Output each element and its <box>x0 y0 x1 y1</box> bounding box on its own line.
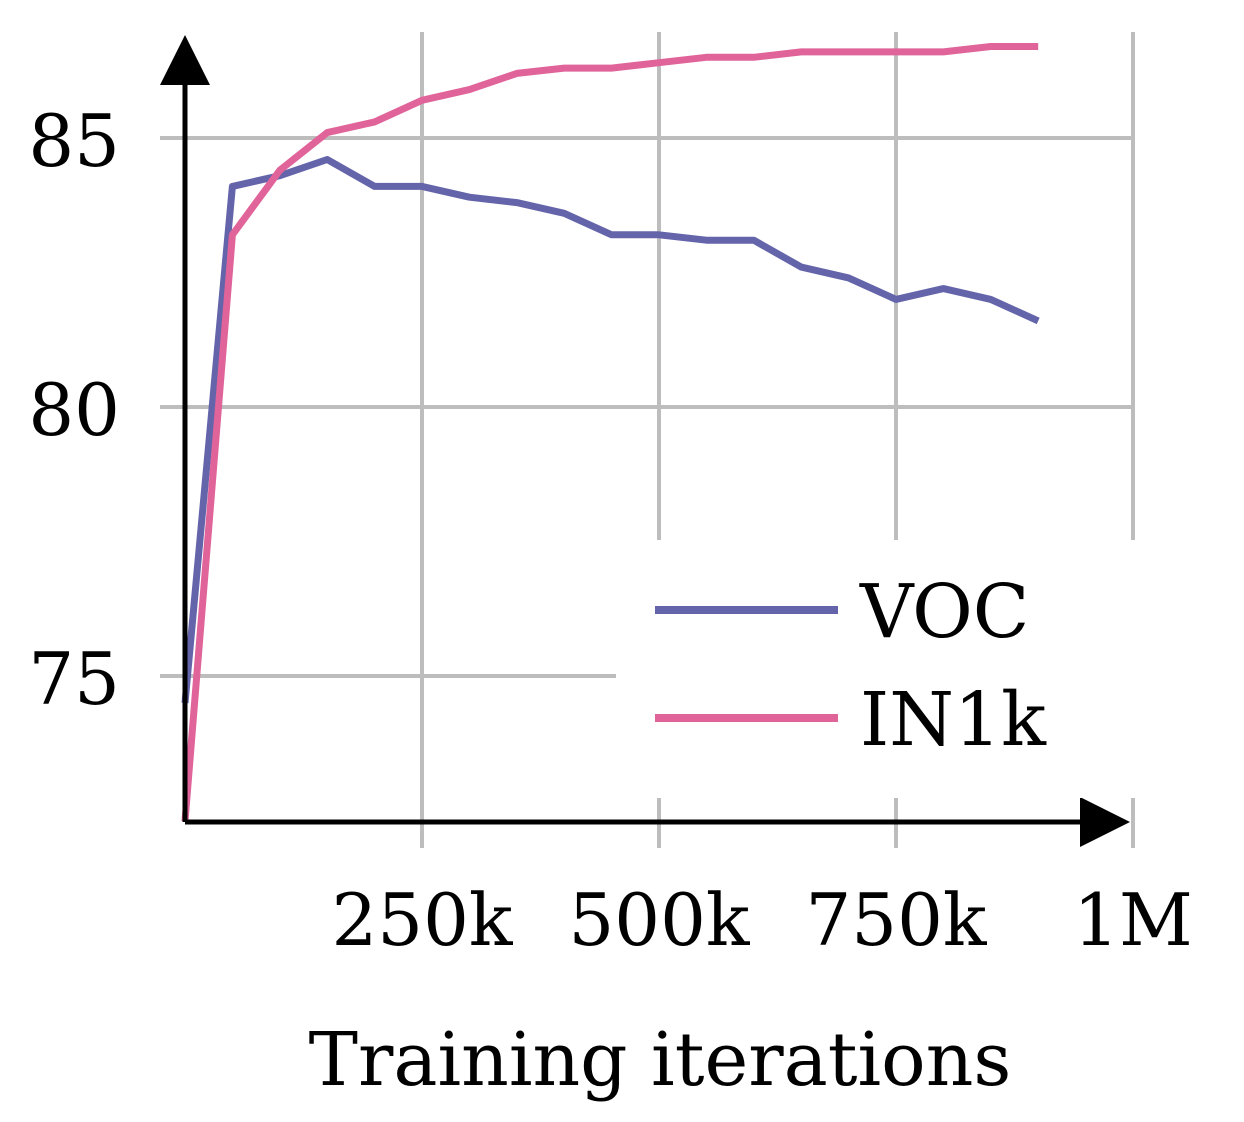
x-tick-label: 500k <box>568 878 750 962</box>
x-tick-label: 1M <box>1073 878 1193 962</box>
y-tick-label: 85 <box>28 99 120 183</box>
y-tick-label: 75 <box>28 637 120 721</box>
legend-box <box>616 540 1136 798</box>
tick-labels: 75 80 85 250k 500k 750k 1M <box>28 99 1192 962</box>
x-tick-label: 250k <box>331 878 513 962</box>
legend: VOC IN1k <box>616 540 1136 798</box>
series-line-voc <box>181 156 1040 704</box>
legend-label-in1k: IN1k <box>860 677 1047 763</box>
x-tick-label: 750k <box>805 878 987 962</box>
legend-label-voc: VOC <box>859 569 1029 655</box>
series-layer <box>181 43 1040 822</box>
series-line-in1k <box>181 43 1039 822</box>
y-tick-label: 80 <box>28 368 120 452</box>
axes <box>160 35 1130 847</box>
x-axis-title: Training iterations <box>309 1017 1012 1103</box>
